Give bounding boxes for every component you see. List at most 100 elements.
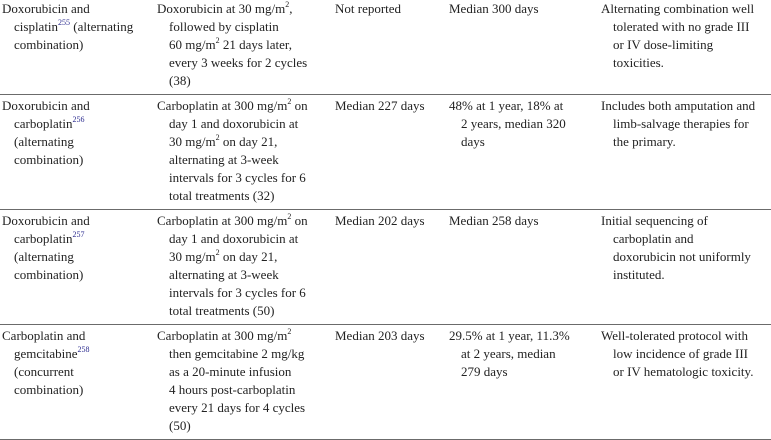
cell-text: carboplatin [14, 231, 73, 246]
cell-text: 29.5% at 1 year, 11.3% [449, 328, 570, 343]
cell-text-line: total treatments (32) [157, 187, 327, 205]
cell-text: on [291, 98, 308, 113]
table-row: Doxorubicin and cisplatin255 (alternating… [0, 0, 771, 95]
reference-superscript[interactable]: 255 [58, 18, 71, 27]
cell-text: gemcitabine [14, 346, 78, 361]
cell-text: Median 203 days [335, 328, 425, 343]
cell-text-line: instituted. [601, 266, 765, 284]
unit-superscript: 2 [287, 212, 292, 221]
comments-cell: Includes both amputation and limb-salvage… [599, 94, 771, 210]
cell-text-line: Doxorubicin at 30 mg/m2, [157, 0, 327, 18]
comments-cell: Alternating combination well tolerated wi… [599, 0, 771, 95]
cell-text: alternating at 3-week [169, 152, 279, 167]
unit-superscript: 2 [215, 248, 220, 257]
cell-text-line: limb-salvage therapies for [601, 115, 765, 133]
cell-text-line: carboplatin256 [2, 115, 149, 133]
disease-free-interval-cell: Median 227 days [333, 94, 447, 210]
cell-text-line: Median 202 days [335, 212, 441, 230]
cell-text-line: toxicities. [601, 54, 765, 72]
survival-cell: 48% at 1 year, 18% at 2 years, median 320… [447, 94, 599, 210]
cell-text-line: combination) [2, 36, 149, 54]
table-row: Doxorubicin and carboplatin256 (alternatin… [0, 94, 771, 210]
cell-text: then gemcitabine 2 mg/kg [169, 346, 305, 361]
cell-text: Well-tolerated protocol with [601, 328, 748, 343]
table-row: Doxorubicin and carboplatin257 (alternatin… [0, 209, 771, 325]
cell-text-line: cisplatin255 (alternating [2, 18, 149, 36]
treatment-cell: Carboplatin and gemcitabine258 (concurrent… [0, 324, 155, 440]
cell-text-line: 30 mg/m2 on day 21, [157, 133, 327, 151]
cell-text: followed by cisplatin [169, 19, 279, 34]
cell-text: Carboplatin and [2, 328, 86, 343]
cell-text-line: Median 300 days [449, 0, 593, 18]
cell-text: 279 days [461, 364, 508, 379]
cell-text-line: every 3 weeks for 2 cycles [157, 54, 327, 72]
cell-text: the primary. [613, 134, 676, 149]
cell-text-line: (38) [157, 72, 327, 90]
cell-text-line: carboplatin257 [2, 230, 149, 248]
reference-superscript[interactable]: 258 [77, 345, 90, 354]
reference-superscript[interactable]: 256 [72, 115, 85, 124]
cell-text-line: 60 mg/m2 21 days later, [157, 36, 327, 54]
cell-text-line: total treatments (50) [157, 302, 327, 320]
cell-text: combination) [14, 267, 84, 282]
cell-text: every 21 days for 4 cycles [169, 400, 306, 415]
cell-text: cisplatin [14, 19, 59, 34]
cell-text-line: combination) [2, 151, 149, 169]
cell-text: tolerated with no grade III [613, 19, 750, 34]
cell-text-line: intervals for 3 cycles for 6 [157, 169, 327, 187]
cell-text: or IV hematologic toxicity. [613, 364, 754, 379]
cell-text: Median 202 days [335, 213, 425, 228]
cell-text: , [289, 1, 293, 16]
cell-text: Median 227 days [335, 98, 425, 113]
cell-text: or IV dose-limiting [613, 37, 714, 52]
cell-text: on day 21, [219, 134, 278, 149]
cell-text: alternating at 3-week [169, 267, 279, 282]
cell-text-line: Median 258 days [449, 212, 593, 230]
cell-text: day 1 and doxorubicin at [169, 116, 299, 131]
cell-text: Doxorubicin at 30 mg/m [157, 1, 286, 16]
unit-superscript: 2 [287, 327, 292, 336]
cell-text-line: carboplatin and [601, 230, 765, 248]
cell-text-line: or IV dose-limiting [601, 36, 765, 54]
cell-text: Initial sequencing of [601, 213, 708, 228]
cell-text: limb-salvage therapies for [613, 116, 749, 131]
cell-text-line: Well-tolerated protocol with [601, 327, 765, 345]
protocol-cell: Carboplatin at 300 mg/m2 then gemcitabine… [155, 324, 333, 440]
cell-text: Carboplatin at 300 mg/m [157, 328, 288, 343]
cell-text: carboplatin [14, 116, 73, 131]
cell-text: doxorubicin not uniformly [613, 249, 751, 264]
cell-text: combination) [14, 382, 84, 397]
cell-text: day 1 and doxorubicin at [169, 231, 299, 246]
cell-text-line: doxorubicin not uniformly [601, 248, 765, 266]
cell-text-line: combination) [2, 266, 149, 284]
unit-superscript: 2 [215, 133, 220, 142]
cell-text-line: Alternating combination well [601, 0, 765, 18]
cell-text-line: then gemcitabine 2 mg/kg [157, 345, 327, 363]
cell-text: as a 20-minute infusion [169, 364, 292, 379]
cell-text: 30 mg/m [169, 134, 216, 149]
cell-text: on [291, 213, 308, 228]
cell-text: 30 mg/m [169, 249, 216, 264]
cell-text-line: 4 hours post-carboplatin [157, 381, 327, 399]
treatment-cell: Doxorubicin and carboplatin256 (alternatin… [0, 94, 155, 210]
cell-text: every 3 weeks for 2 cycles [169, 55, 308, 70]
cell-text-line: Not reported [335, 0, 441, 18]
cell-text: toxicities. [613, 55, 664, 70]
protocol-cell: Carboplatin at 300 mg/m2 on day 1 and dox… [155, 94, 333, 210]
comments-cell: Well-tolerated protocol with low incidenc… [599, 324, 771, 440]
survival-cell: Median 300 days [447, 0, 599, 95]
reference-superscript[interactable]: 257 [72, 230, 85, 239]
treatment-cell: Doxorubicin and cisplatin255 (alternating… [0, 0, 155, 95]
cell-text-line: 48% at 1 year, 18% at [449, 97, 593, 115]
protocol-cell: Carboplatin at 300 mg/m2 on day 1 and dox… [155, 209, 333, 325]
cell-text-line: gemcitabine258 [2, 345, 149, 363]
disease-free-interval-cell: Median 202 days [333, 209, 447, 325]
unit-superscript: 2 [215, 36, 220, 45]
cell-text: Not reported [335, 1, 402, 16]
cell-text: (38) [169, 73, 191, 88]
comments-cell: Initial sequencing of carboplatin and doxo… [599, 209, 771, 325]
cell-text-line: days [449, 133, 593, 151]
cell-text-line: intervals for 3 cycles for 6 [157, 284, 327, 302]
cell-text-line: Includes both amputation and [601, 97, 765, 115]
